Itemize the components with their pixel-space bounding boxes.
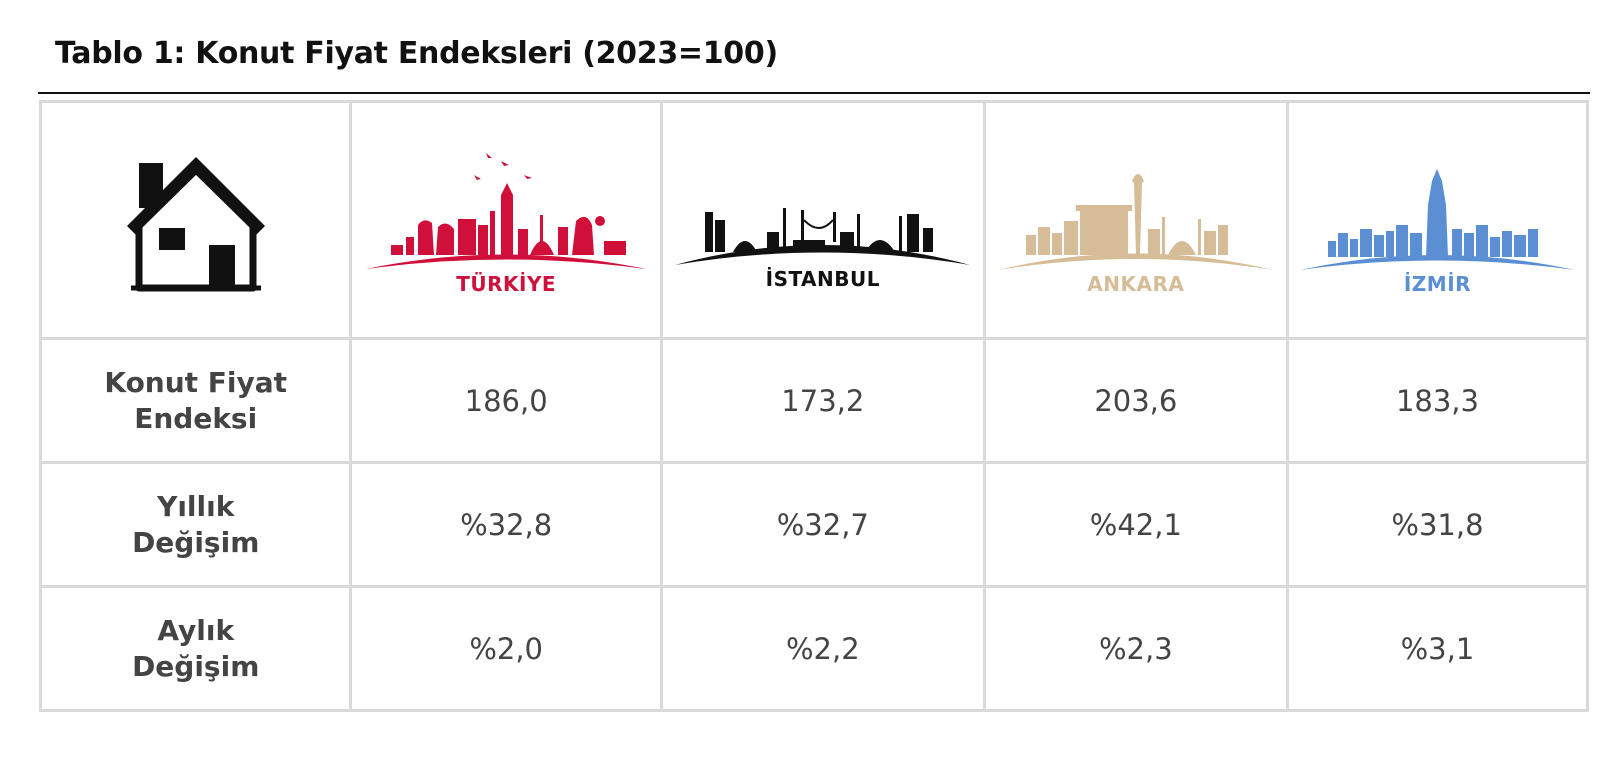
city-header-istanbul: İSTANBUL	[659, 99, 986, 341]
izmir-skyline-icon	[1299, 168, 1575, 270]
turkiye-skyline-icon	[366, 152, 647, 269]
table-row: Konut Fiyat Endeksi 186,0 173,2 203,6 18…	[38, 337, 1590, 465]
city-name-izmir: İZMİR	[1403, 271, 1472, 296]
row-label-monthly-change: Aylık Değişim	[38, 585, 353, 712]
cell-value: 173,2	[659, 337, 986, 465]
title-divider	[38, 92, 1590, 94]
house-icon	[126, 156, 265, 292]
cell-value: %2,2	[659, 585, 986, 712]
city-header-turkiye: TÜRKİYE	[349, 99, 663, 341]
header-row: TÜRKİYE	[38, 99, 1590, 341]
cell-value: 186,0	[349, 337, 663, 465]
istanbul-skyline-icon	[675, 207, 971, 265]
house-icon-cell	[38, 99, 353, 341]
city-name-istanbul: İSTANBUL	[765, 266, 881, 291]
city-name-turkiye: TÜRKİYE	[456, 271, 557, 296]
cell-value: %3,1	[1285, 585, 1590, 712]
city-name-ankara: ANKARA	[1087, 271, 1185, 296]
cell-value: %32,7	[659, 461, 986, 589]
row-label-index: Konut Fiyat Endeksi	[38, 337, 353, 465]
cell-value: %2,0	[349, 585, 663, 712]
cell-value: 203,6	[982, 337, 1289, 465]
house-price-index-table: TÜRKİYE	[38, 99, 1590, 712]
cell-value: %32,8	[349, 461, 663, 589]
row-label-annual-change: Yıllık Değişim	[38, 461, 353, 589]
cell-value: %2,3	[982, 585, 1289, 712]
cell-value: %42,1	[982, 461, 1289, 589]
table-row: Yıllık Değişim %32,8 %32,7 %42,1 %31,8	[38, 461, 1590, 589]
table-row: Aylık Değişim %2,0 %2,2 %2,3 %3,1	[38, 585, 1590, 712]
ankara-skyline-icon	[998, 173, 1274, 270]
cell-value: %31,8	[1285, 461, 1590, 589]
cell-value: 183,3	[1285, 337, 1590, 465]
city-header-ankara: ANKARA	[982, 99, 1289, 341]
table-title: Tablo 1: Konut Fiyat Endeksleri (2023=10…	[55, 36, 778, 71]
city-header-izmir: İZMİR	[1285, 99, 1590, 341]
